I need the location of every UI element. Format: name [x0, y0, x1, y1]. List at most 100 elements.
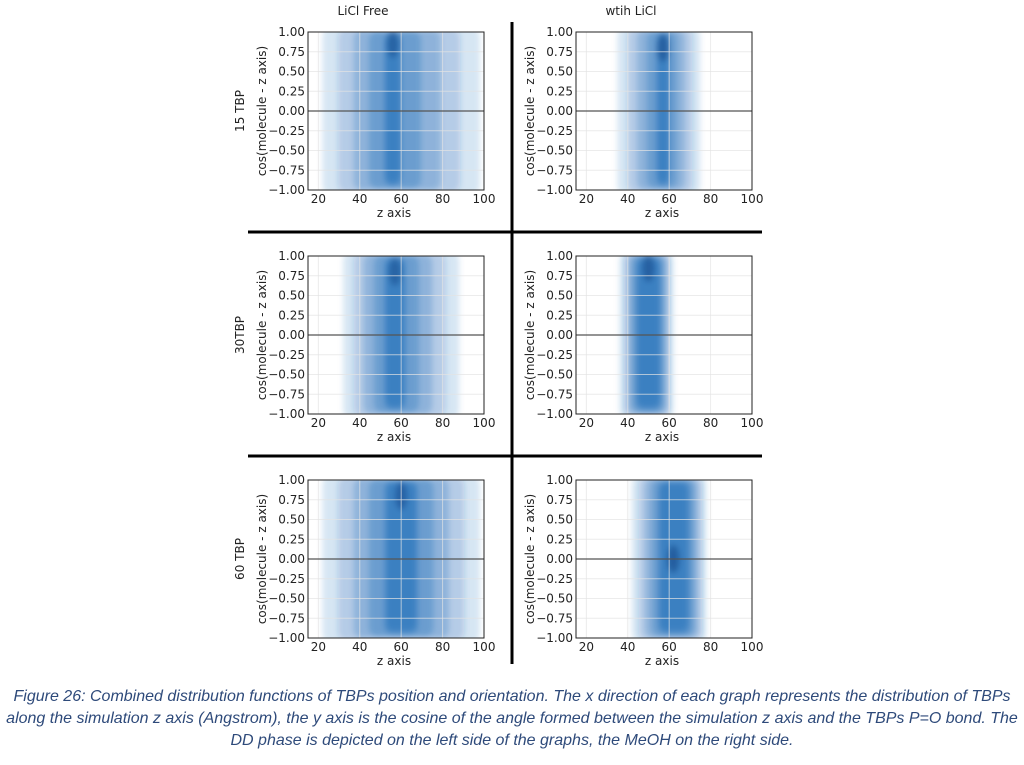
y-tick-label: −0.75 [268, 387, 305, 401]
x-tick-label: 80 [703, 416, 718, 430]
chart-panel: 1.00 0.75 0.50 0.25 0.00 −0.25 −0.50 −0.75 −1.00… [255, 249, 495, 444]
y-tick-label: −0.25 [268, 124, 305, 138]
x-tick-label: 60 [662, 640, 677, 654]
x-tick-label: 80 [435, 640, 450, 654]
density-peak [388, 257, 401, 286]
row-label: 30TBP [233, 316, 247, 354]
y-tick-label: 0.75 [546, 45, 573, 59]
y-tick-label: −0.25 [536, 124, 573, 138]
figure-caption: Figure 26: Combined distribution functio… [6, 688, 1018, 749]
density-peak [656, 33, 669, 62]
x-tick-label: 100 [741, 192, 764, 206]
panel-dividers [248, 22, 762, 664]
x-tick-label: 20 [311, 416, 326, 430]
column-title: wtih LiCl [605, 4, 656, 18]
y-tick-label: −1.00 [536, 407, 573, 421]
x-tick-label: 60 [394, 416, 409, 430]
x-tick-label: 100 [741, 640, 764, 654]
x-tick-label: 60 [394, 192, 409, 206]
y-tick-label: 0.25 [546, 308, 573, 322]
plot-frame [307, 31, 485, 191]
x-tick-label: 100 [741, 416, 764, 430]
density-peak [386, 32, 399, 58]
y-axis-label: cos(molecule - z axis) [255, 494, 269, 624]
y-tick-label: −0.75 [536, 163, 573, 177]
plot-frame [575, 31, 753, 191]
x-tick-label: 100 [473, 192, 496, 206]
x-tick-label: 20 [579, 192, 594, 206]
x-axis-label: z axis [645, 430, 679, 444]
x-tick-label: 20 [579, 416, 594, 430]
row-label: 60 TBP [233, 538, 247, 580]
x-tick-label: 20 [311, 640, 326, 654]
x-tick-label: 40 [620, 192, 635, 206]
y-tick-label: 0.00 [546, 328, 573, 342]
chart-panel: 1.00 0.75 0.50 0.25 0.00 −0.25 −0.50 −0.75 −1.00… [523, 249, 763, 444]
y-tick-label: 1.00 [546, 249, 573, 263]
y-tick-label: 0.50 [546, 65, 573, 79]
y-tick-label: −0.75 [268, 611, 305, 625]
x-tick-label: 60 [662, 192, 677, 206]
y-tick-label: 0.75 [278, 269, 305, 283]
chart-panel: 1.00 0.75 0.50 0.25 0.00 −0.25 −0.50 −0.75 −1.00… [523, 473, 763, 668]
y-tick-label: 0.50 [546, 289, 573, 303]
y-tick-label: 0.00 [278, 104, 305, 118]
y-tick-label: −0.25 [268, 572, 305, 586]
y-tick-label: 1.00 [546, 25, 573, 39]
plot-frame [575, 479, 753, 639]
plot-frame [307, 255, 485, 415]
x-tick-label: 60 [394, 640, 409, 654]
row-label: 15 TBP [233, 90, 247, 132]
panels: 1.00 0.75 0.50 0.25 0.00 −0.25 −0.50 −0.75 −1.00… [255, 25, 763, 668]
y-tick-label: −0.25 [536, 572, 573, 586]
y-axis-label: cos(molecule - z axis) [523, 270, 537, 400]
chart-panel: 1.00 0.75 0.50 0.25 0.00 −0.25 −0.50 −0.75 −1.00… [255, 25, 495, 220]
y-tick-label: 0.50 [546, 513, 573, 527]
plot-frame [307, 479, 485, 639]
x-tick-label: 20 [579, 640, 594, 654]
y-axis-label: cos(molecule - z axis) [255, 46, 269, 176]
y-tick-label: −0.75 [536, 387, 573, 401]
density-core [657, 35, 669, 183]
x-tick-label: 40 [620, 416, 635, 430]
x-tick-label: 80 [435, 416, 450, 430]
x-axis-label: z axis [645, 206, 679, 220]
y-tick-label: 0.25 [546, 84, 573, 98]
y-tick-label: −0.50 [268, 592, 305, 606]
y-tick-label: −0.25 [268, 348, 305, 362]
y-tick-label: 0.00 [278, 552, 305, 566]
y-tick-label: 0.50 [278, 513, 305, 527]
y-tick-label: −1.00 [268, 407, 305, 421]
x-tick-label: 100 [473, 640, 496, 654]
y-tick-label: 0.25 [278, 84, 305, 98]
x-tick-label: 40 [352, 416, 367, 430]
x-tick-label: 20 [311, 192, 326, 206]
row-labels: 15 TBP 30TBP 60 TBP [233, 90, 247, 580]
y-axis-label: cos(molecule - z axis) [523, 46, 537, 176]
x-tick-label: 80 [703, 640, 718, 654]
x-tick-label: 40 [352, 640, 367, 654]
y-tick-label: 0.50 [278, 65, 305, 79]
density-core [385, 259, 405, 407]
y-tick-label: −1.00 [536, 631, 573, 645]
x-axis-label: z axis [377, 430, 411, 444]
chart-panel: 1.00 0.75 0.50 0.25 0.00 −0.25 −0.50 −0.75 −1.00… [523, 25, 763, 220]
y-axis-label: cos(molecule - z axis) [255, 270, 269, 400]
y-tick-label: −0.50 [536, 592, 573, 606]
y-tick-label: 0.75 [278, 45, 305, 59]
y-tick-label: 1.00 [278, 473, 305, 487]
x-tick-label: 40 [620, 640, 635, 654]
x-tick-label: 100 [473, 416, 496, 430]
density-core [385, 35, 401, 183]
y-tick-label: −1.00 [268, 183, 305, 197]
y-tick-label: 0.25 [278, 308, 305, 322]
y-tick-label: −0.75 [268, 163, 305, 177]
y-tick-label: 0.50 [278, 289, 305, 303]
y-tick-label: 0.75 [546, 269, 573, 283]
column-titles: LiCl Free wtih LiCl [337, 4, 656, 18]
y-tick-label: 1.00 [278, 25, 305, 39]
y-tick-label: 0.00 [546, 552, 573, 566]
y-tick-label: 0.75 [278, 493, 305, 507]
density-core [637, 259, 660, 407]
y-tick-label: −1.00 [536, 183, 573, 197]
